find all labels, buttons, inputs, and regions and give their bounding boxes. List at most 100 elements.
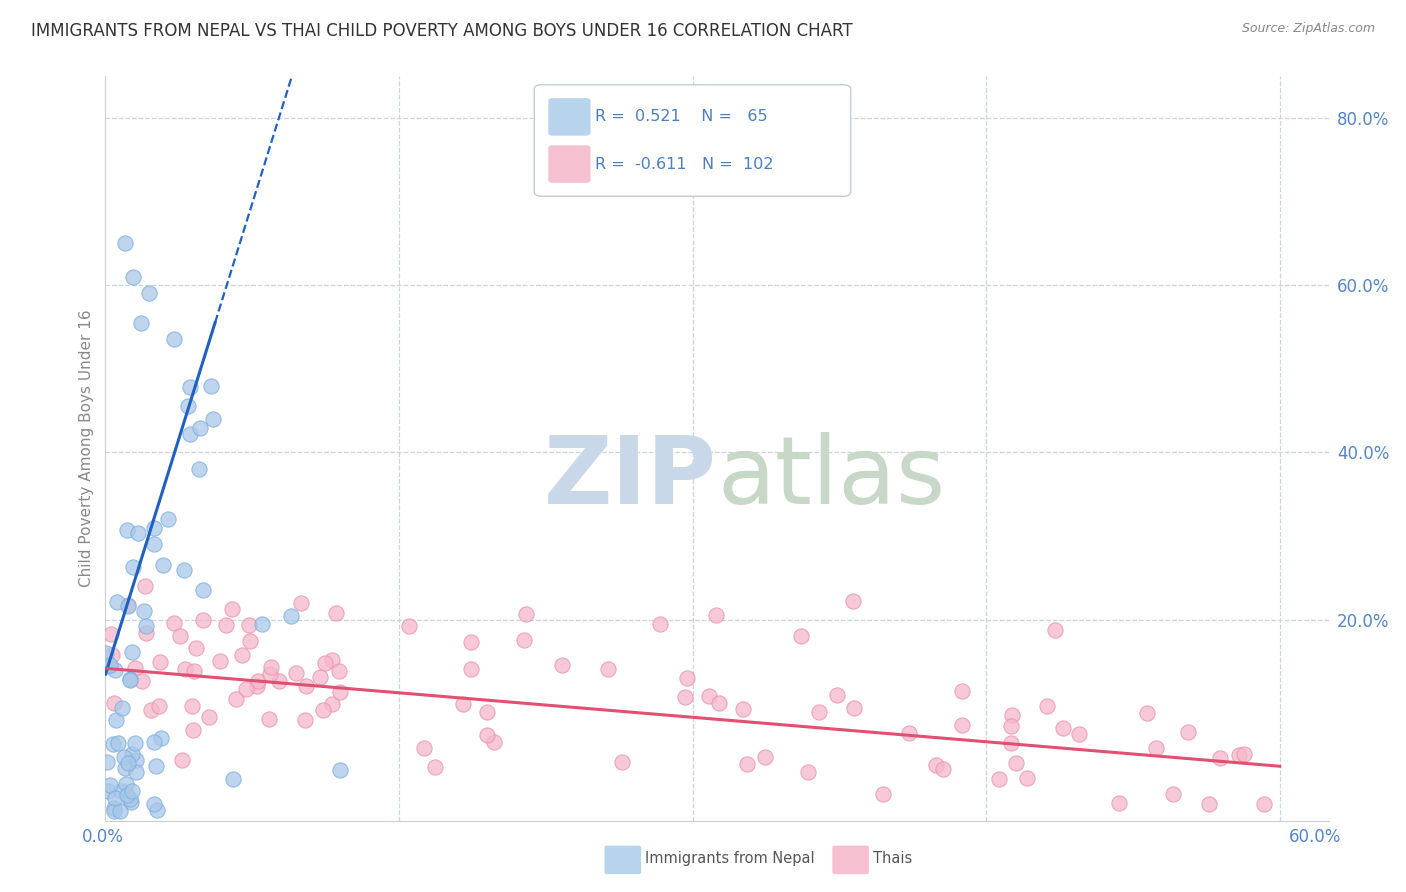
Point <box>704 607 727 622</box>
Point <box>987 772 1010 787</box>
Point <box>482 735 505 749</box>
Point <box>103 801 125 815</box>
Text: R =  0.521    N =   65: R = 0.521 N = 65 <box>595 110 768 124</box>
Point <box>842 594 865 608</box>
Point <box>149 655 172 669</box>
Point <box>114 236 136 251</box>
Point <box>425 759 447 773</box>
Point <box>1161 788 1184 802</box>
Point <box>101 737 124 751</box>
Point <box>124 660 146 674</box>
Point <box>612 755 634 769</box>
Point <box>138 286 160 301</box>
Point <box>200 379 222 393</box>
Point <box>596 661 619 675</box>
Point <box>1052 721 1074 735</box>
Point <box>163 616 186 631</box>
Point <box>1227 748 1250 763</box>
Point <box>184 640 207 655</box>
Point <box>731 702 754 716</box>
Point <box>1017 771 1039 785</box>
Point <box>648 616 671 631</box>
Point <box>1000 736 1022 750</box>
Point <box>1177 725 1199 739</box>
Point <box>246 679 269 693</box>
Point <box>108 805 131 819</box>
Point <box>872 787 894 801</box>
Point <box>924 757 946 772</box>
Point <box>103 696 125 710</box>
Point <box>169 629 191 643</box>
Point <box>100 658 122 673</box>
Point <box>101 648 124 662</box>
Point <box>124 736 146 750</box>
Point <box>188 420 211 434</box>
Y-axis label: Child Poverty Among Boys Under 16: Child Poverty Among Boys Under 16 <box>79 310 94 587</box>
Point <box>221 602 243 616</box>
Point <box>1043 623 1066 637</box>
Point <box>103 804 125 818</box>
Point <box>1253 797 1275 811</box>
Point <box>118 673 141 688</box>
Point <box>104 790 127 805</box>
Text: R =  -0.611   N =  102: R = -0.611 N = 102 <box>595 157 773 171</box>
Point <box>134 619 156 633</box>
Point <box>121 747 143 761</box>
Point <box>152 558 174 573</box>
Point <box>321 652 343 666</box>
Point <box>1036 699 1059 714</box>
Point <box>149 731 172 745</box>
Text: atlas: atlas <box>717 432 945 524</box>
Point <box>709 696 731 710</box>
Point <box>143 537 166 551</box>
Point <box>115 777 138 791</box>
Point <box>131 673 153 688</box>
Point <box>104 663 127 677</box>
Point <box>932 762 955 776</box>
Point <box>221 772 243 786</box>
Point <box>790 628 813 642</box>
Point <box>214 618 236 632</box>
Point <box>238 618 260 632</box>
Point <box>141 703 163 717</box>
Point <box>247 674 270 689</box>
Point <box>477 728 499 742</box>
Point <box>329 685 352 699</box>
Point <box>148 699 170 714</box>
Point <box>121 784 143 798</box>
Point <box>280 608 302 623</box>
Point <box>413 741 436 756</box>
Point <box>290 596 312 610</box>
Point <box>284 666 307 681</box>
Point <box>125 764 148 779</box>
Point <box>513 632 536 647</box>
Point <box>135 625 157 640</box>
Point <box>239 634 262 648</box>
Text: IMMIGRANTS FROM NEPAL VS THAI CHILD POVERTY AMONG BOYS UNDER 16 CORRELATION CHAR: IMMIGRANTS FROM NEPAL VS THAI CHILD POVE… <box>31 22 852 40</box>
Text: Immigrants from Nepal: Immigrants from Nepal <box>645 851 815 865</box>
Point <box>231 648 253 662</box>
Text: 60.0%: 60.0% <box>1288 828 1341 846</box>
Point <box>118 791 141 805</box>
Point <box>143 521 166 535</box>
Point <box>1136 706 1159 720</box>
Point <box>105 713 128 727</box>
Point <box>950 717 973 731</box>
Point <box>179 380 201 394</box>
Point <box>134 603 156 617</box>
Point <box>122 560 145 574</box>
Point <box>157 512 180 526</box>
Point <box>117 599 139 613</box>
Point <box>117 756 139 771</box>
Point <box>145 759 167 773</box>
Point <box>110 784 132 798</box>
Point <box>311 702 333 716</box>
Point <box>325 606 347 620</box>
Point <box>118 672 141 686</box>
Point <box>250 617 273 632</box>
Point <box>737 756 759 771</box>
Point <box>309 670 332 684</box>
Point <box>225 692 247 706</box>
Point <box>121 645 143 659</box>
Point <box>209 654 232 668</box>
